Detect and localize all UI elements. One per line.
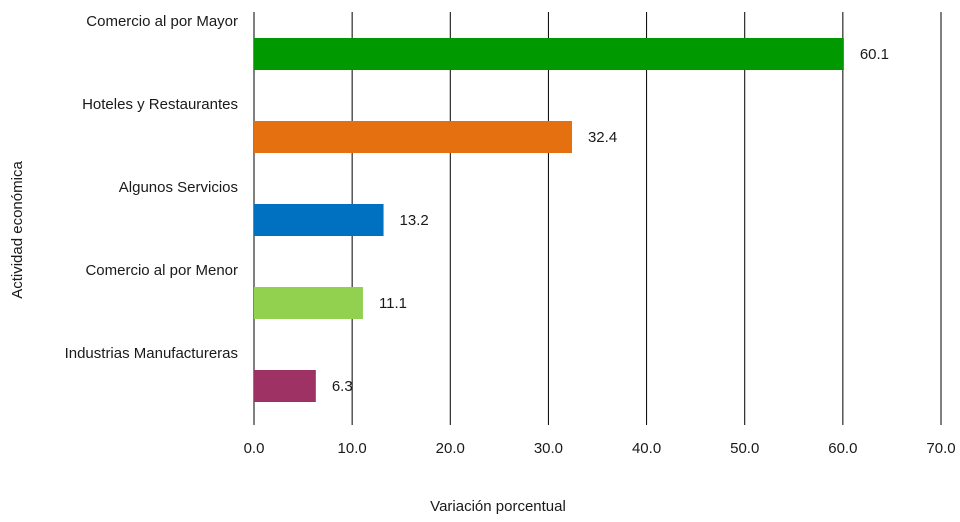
category-labels: Comercio al por Mayor Hoteles y Restauran… xyxy=(65,13,238,362)
x-tick-label: 30.0 xyxy=(534,440,563,457)
data-label: 13.2 xyxy=(400,212,429,229)
bar xyxy=(254,370,316,402)
category-label: Algunos Servicios xyxy=(119,179,238,196)
bar xyxy=(254,38,844,70)
x-tick-label: 0.0 xyxy=(244,440,265,457)
x-tick-label: 20.0 xyxy=(436,440,465,457)
bar xyxy=(254,204,384,236)
bar xyxy=(254,121,572,153)
x-tick-label: 10.0 xyxy=(338,440,367,457)
gridlines xyxy=(253,12,942,425)
x-tick-label: 60.0 xyxy=(828,440,857,457)
category-label: Comercio al por Mayor xyxy=(86,13,238,30)
data-labels: 60.1 32.4 13.2 11.1 6.3 xyxy=(332,46,889,395)
bar xyxy=(254,287,363,319)
x-tick-label: 40.0 xyxy=(632,440,661,457)
category-label: Industrias Manufactureras xyxy=(65,345,238,362)
category-label: Comercio al por Menor xyxy=(85,262,238,279)
data-label: 11.1 xyxy=(379,295,407,312)
category-label: Hoteles y Restaurantes xyxy=(82,96,238,113)
x-tick-labels: 0.0 10.0 20.0 30.0 40.0 50.0 60.0 70.0 xyxy=(244,440,956,457)
data-label: 32.4 xyxy=(588,129,617,146)
y-axis-title: Actividad económica xyxy=(9,161,26,299)
data-label: 6.3 xyxy=(332,378,353,395)
x-tick-label: 70.0 xyxy=(926,440,955,457)
data-label: 60.1 xyxy=(860,46,889,63)
x-tick-label: 50.0 xyxy=(730,440,759,457)
x-axis-title: Variación porcentual xyxy=(430,498,566,515)
bars xyxy=(254,38,844,402)
